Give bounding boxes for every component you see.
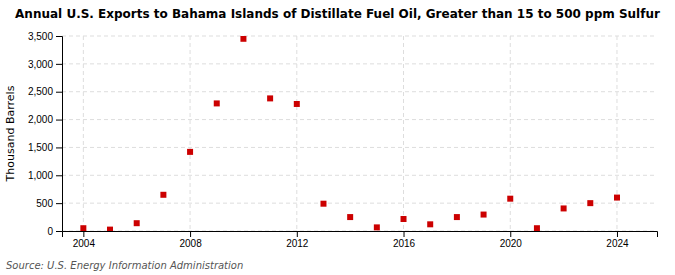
tick-label: 2016	[393, 238, 416, 249]
tick: 1,500	[28, 142, 62, 153]
point	[427, 221, 433, 227]
grid-line-x	[510, 36, 511, 231]
tick-label: 0	[47, 226, 53, 237]
tick-label: 500	[36, 198, 53, 209]
point	[347, 214, 353, 220]
point	[214, 100, 220, 106]
grid-line-x	[403, 36, 404, 231]
tick-label: 2,500	[28, 86, 53, 97]
grid-line-x	[83, 36, 84, 231]
tick-label: 2024	[606, 238, 629, 249]
tick-mark	[190, 231, 191, 237]
x-axis: 2004 2008 2012 2016 2020 2024	[63, 231, 658, 249]
grid-line-x	[190, 36, 191, 231]
tick-label: 2012	[286, 238, 309, 249]
tick-mark	[297, 231, 298, 237]
tick: 2008	[179, 231, 202, 249]
point	[587, 200, 593, 206]
point	[240, 36, 246, 42]
tick-mark	[510, 231, 511, 237]
point	[401, 216, 407, 222]
points	[80, 36, 620, 231]
point	[160, 192, 166, 198]
tick: 0	[47, 226, 62, 237]
point	[481, 212, 487, 218]
grid-line-x	[616, 36, 617, 231]
tick: 1,000	[28, 170, 62, 181]
tick: 3,000	[28, 59, 62, 70]
plot: 2004 2008 2012 2016 2020 2024 0 500 1,000 1,500 2,…	[28, 31, 658, 249]
tick: 2,000	[28, 114, 62, 125]
tick: 2020	[500, 231, 523, 249]
tick-label: 2008	[179, 238, 202, 249]
tick-mark	[56, 92, 62, 93]
tick-mark	[56, 175, 62, 176]
axis-line	[56, 37, 63, 232]
point	[614, 195, 620, 201]
grid-line-y	[62, 203, 657, 204]
point	[80, 225, 86, 231]
tick-label: 2020	[500, 238, 523, 249]
axis-line	[63, 232, 658, 238]
grid-line-y	[62, 91, 657, 92]
tick: 2004	[73, 231, 96, 249]
point	[374, 224, 380, 230]
tick: 2,500	[28, 86, 62, 97]
point	[561, 205, 567, 211]
chart: 2004 2008 2012 2016 2020 2024 0 500 1,000 1,500 2,…	[0, 0, 675, 275]
title: Annual U.S. Exports to Bahama Islands of…	[15, 7, 660, 21]
tick-label: 3,500	[28, 31, 53, 42]
tick: 2024	[606, 231, 629, 249]
y-axis-title: Thousand Barrels	[4, 85, 17, 182]
tick-mark	[56, 120, 62, 121]
point	[267, 95, 273, 101]
point	[320, 201, 326, 207]
tick-label: 2004	[73, 238, 96, 249]
tick-label: 3,000	[28, 59, 53, 70]
y-axis: 0 500 1,000 1,500 2,000 2,500 3,000 3,500	[28, 31, 63, 237]
tick-mark	[56, 231, 62, 232]
tick-mark	[83, 231, 84, 237]
point	[454, 214, 460, 220]
grid-line-y	[62, 119, 657, 120]
tick-mark	[404, 231, 405, 237]
grid-line-y	[62, 63, 657, 64]
tick-mark	[56, 36, 62, 37]
grid-line-y	[62, 175, 657, 176]
tick: 500	[36, 198, 62, 209]
tick-label: 1,000	[28, 170, 53, 181]
grid-line-x	[296, 36, 297, 231]
point	[107, 227, 113, 231]
point	[134, 220, 140, 226]
tick-mark	[56, 203, 62, 204]
tick-label: 2,000	[28, 114, 53, 125]
tick-label: 1,500	[28, 142, 53, 153]
tick-mark	[617, 231, 618, 237]
annotation: Source: U.S. Energy Information Administ…	[6, 260, 243, 271]
tick-mark	[56, 147, 62, 148]
point	[507, 196, 513, 202]
tick: 3,500	[28, 31, 62, 42]
grid	[62, 36, 657, 231]
grid-line-y	[62, 36, 657, 37]
point	[187, 149, 193, 155]
point	[294, 101, 300, 107]
point	[534, 225, 540, 231]
tick: 2016	[393, 231, 416, 249]
grid-line-y	[62, 147, 657, 148]
tick: 2012	[286, 231, 309, 249]
tick-mark	[56, 64, 62, 65]
